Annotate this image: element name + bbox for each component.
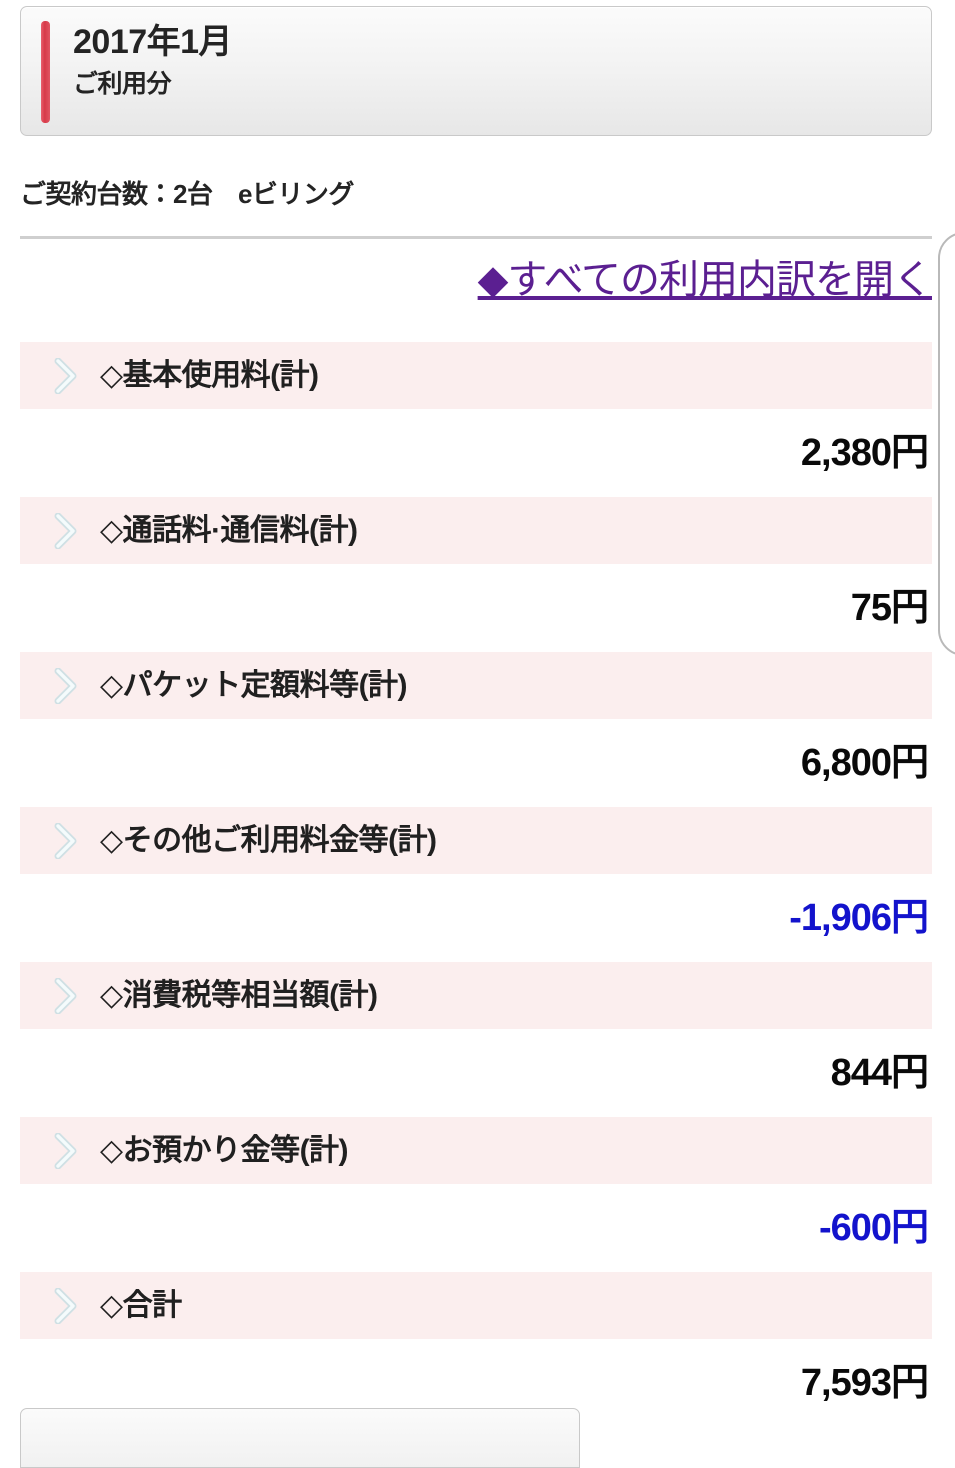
breakdown-label: ◇通話料·通信料(計): [100, 513, 358, 547]
breakdown-label: ◇基本使用料(計): [100, 358, 319, 392]
expand-all-row: ◆すべての利用内訳を開く: [20, 252, 933, 308]
breakdown-amount-row: 6,800円: [20, 719, 932, 807]
breakdown-amount: -600円: [818, 1207, 929, 1249]
list-item: ◇その他ご利用料金等(計) -1,906円: [20, 807, 932, 962]
breakdown-row-total[interactable]: ◇合計: [20, 1272, 932, 1339]
breakdown-amount: -1,906円: [789, 897, 929, 939]
chevron-right-icon: [42, 667, 90, 704]
chevron-right-icon: [42, 512, 90, 549]
breakdown-amount-row: -600円: [20, 1184, 932, 1272]
container-right-edge: [938, 232, 955, 656]
accent-bar: [41, 21, 50, 123]
breakdown-row-other-charges[interactable]: ◇その他ご利用料金等(計): [20, 807, 932, 874]
breakdown-amount-row: -1,906円: [20, 874, 932, 962]
breakdown-row-call-comm-fee[interactable]: ◇通話料·通信料(計): [20, 497, 932, 564]
breakdown-amount-row: 75円: [20, 564, 932, 652]
breakdown-label: ◇パケット定額料等(計): [100, 668, 408, 702]
breakdown-amount: 75円: [850, 587, 929, 629]
breakdown-label: ◇消費税等相当額(計): [100, 978, 378, 1012]
breakdown-row-basic-fee[interactable]: ◇基本使用料(計): [20, 342, 932, 409]
next-section-box[interactable]: [20, 1408, 580, 1468]
breakdown-row-consumption-tax[interactable]: ◇消費税等相当額(計): [20, 962, 932, 1029]
breakdown-amount-row: 2,380円: [20, 409, 932, 497]
breakdown-row-packet-flatrate[interactable]: ◇パケット定額料等(計): [20, 652, 932, 719]
breakdown-row-deposits[interactable]: ◇お預かり金等(計): [20, 1117, 932, 1184]
breakdown-label: ◇その他ご利用料金等(計): [100, 823, 437, 857]
breakdown-amount-row: 844円: [20, 1029, 932, 1117]
breakdown-label: ◇お預かり金等(計): [100, 1133, 349, 1167]
list-item: ◇消費税等相当額(計) 844円: [20, 962, 932, 1117]
page-subtitle: ご利用分: [73, 70, 172, 98]
list-item: ◇パケット定額料等(計) 6,800円: [20, 652, 932, 807]
chevron-right-icon: [42, 977, 90, 1014]
list-item: ◇基本使用料(計) 2,380円: [20, 342, 932, 497]
breakdown-amount: 7,593円: [800, 1362, 929, 1404]
chevron-right-icon: [42, 357, 90, 394]
breakdown-label: ◇合計: [100, 1288, 182, 1322]
breakdown-amount: 2,380円: [800, 432, 929, 474]
expand-all-link[interactable]: ◆すべての利用内訳を開く: [477, 258, 933, 302]
month-header-text: 2017年1月 ご利用分: [73, 19, 921, 103]
contract-info: ご契約台数：2台 eビリング: [20, 179, 354, 209]
page-title: 2017年1月: [73, 23, 233, 61]
list-item: ◇お預かり金等(計) -600円: [20, 1117, 932, 1272]
breakdown-amount: 6,800円: [800, 742, 929, 784]
month-header-box: 2017年1月 ご利用分: [20, 6, 932, 136]
list-item: ◇通話料·通信料(計) 75円: [20, 497, 932, 652]
chevron-right-icon: [42, 1287, 90, 1324]
breakdown-list: ◇基本使用料(計) 2,380円 ◇通話料·通信料(計) 75円: [20, 342, 932, 1427]
chevron-right-icon: [42, 822, 90, 859]
section-divider: [20, 236, 932, 239]
chevron-right-icon: [42, 1132, 90, 1169]
list-item: ◇合計 7,593円: [20, 1272, 932, 1427]
breakdown-amount: 844円: [830, 1052, 929, 1094]
billing-summary-page: 2017年1月 ご利用分 ご契約台数：2台 eビリング ◆すべての利用内訳を開く…: [20, 6, 955, 1468]
